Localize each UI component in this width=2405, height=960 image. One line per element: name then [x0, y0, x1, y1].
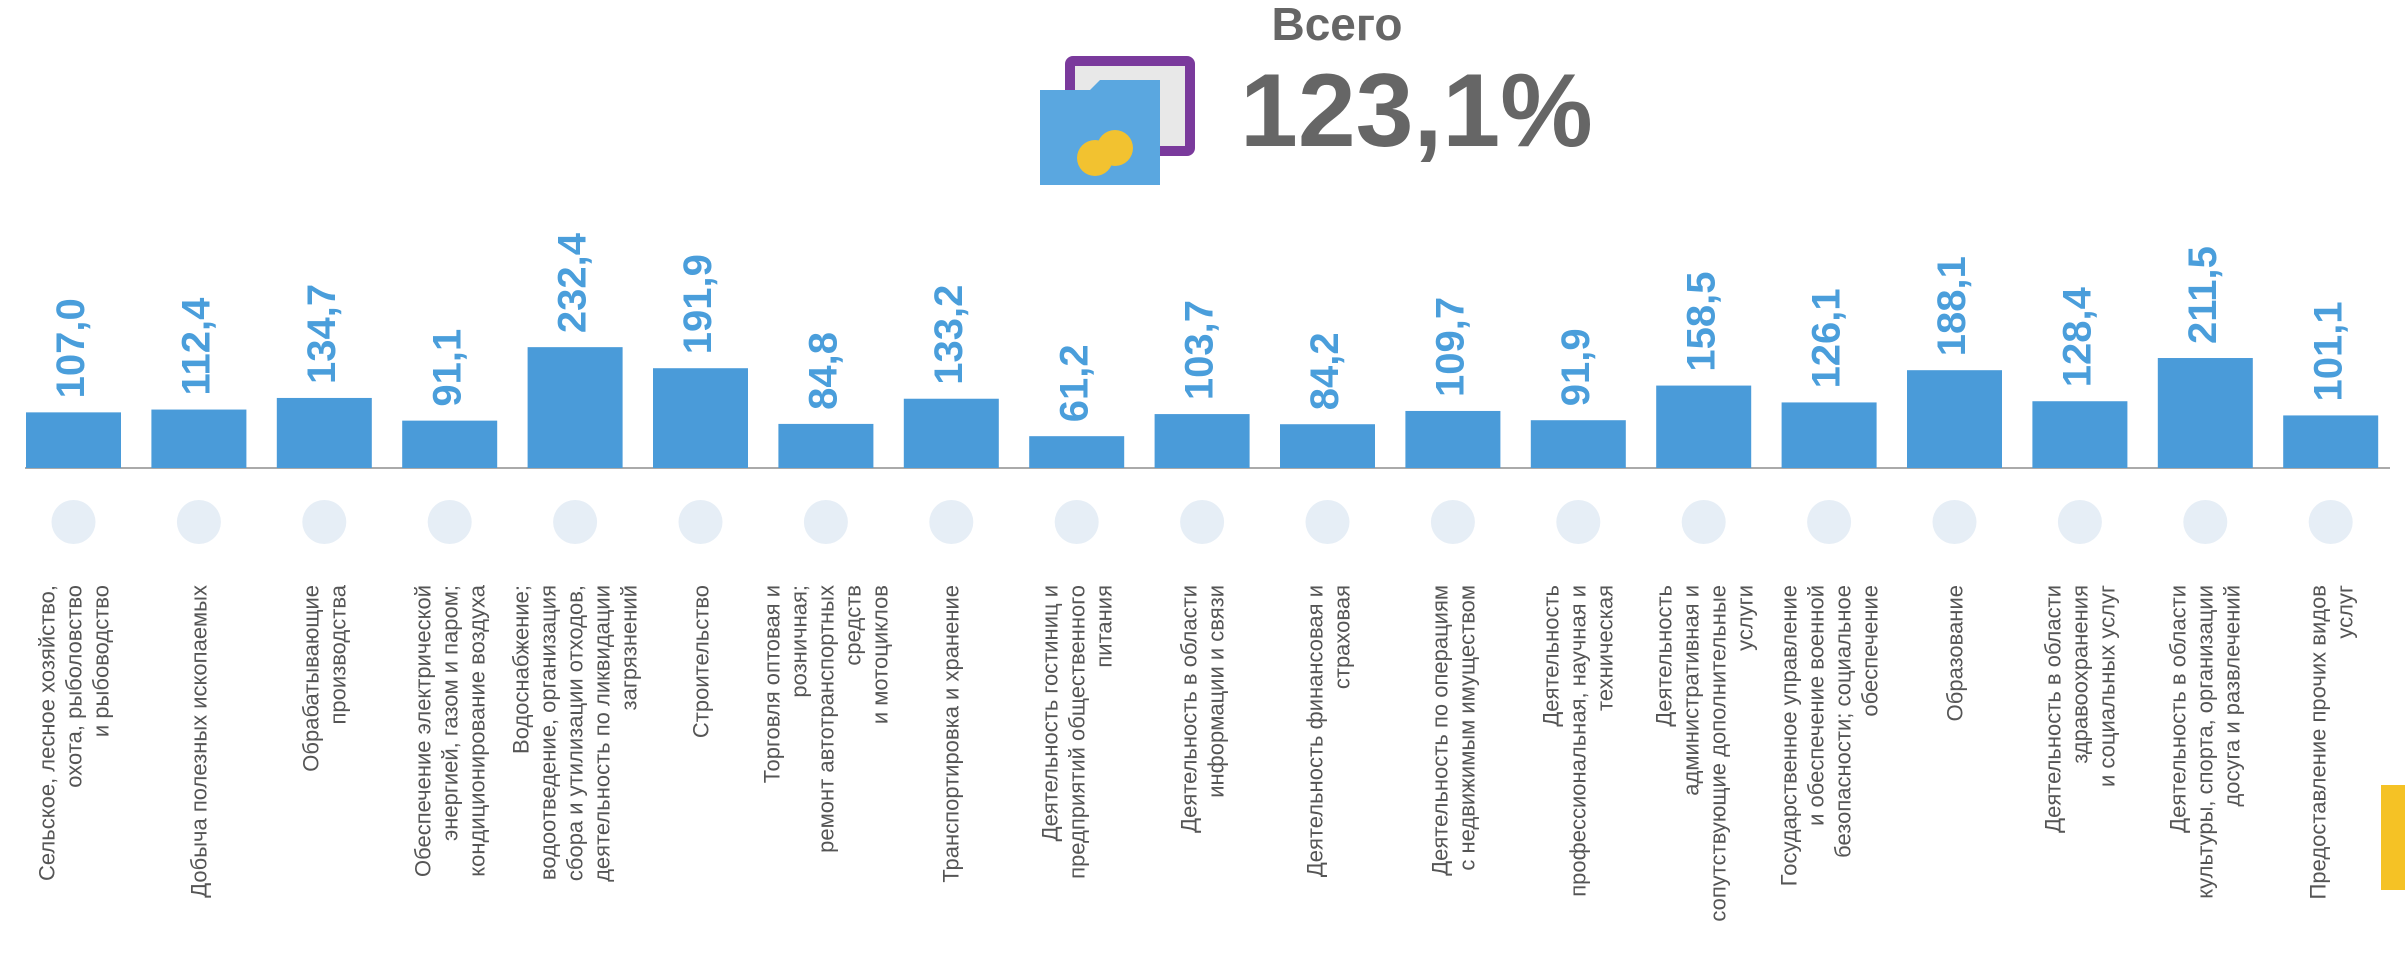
icon: [1556, 500, 1601, 544]
icon: [1681, 500, 1726, 544]
value-label: 232,4: [551, 232, 595, 333]
icon: [302, 500, 347, 544]
bar: [2157, 358, 2253, 468]
category-label: Строительство: [688, 585, 713, 739]
value-label: 126,1: [1805, 288, 1849, 388]
value-label: 133,2: [927, 285, 971, 385]
bar: [1530, 420, 1626, 468]
icon: [51, 500, 96, 544]
bar: [1280, 424, 1375, 468]
category-label: Деятельность в области здравоохранения и…: [2040, 585, 2120, 833]
bar: [1656, 385, 1752, 468]
bar: [1154, 414, 1250, 468]
bar: [402, 420, 498, 468]
category-label: Сельское, лесное хозяйство, охота, рыбол…: [34, 585, 113, 881]
bar: [903, 398, 999, 468]
bar: [778, 423, 874, 468]
value-label: 61,2: [1052, 344, 1096, 422]
value-label: 112,4: [174, 297, 218, 396]
value-label: 91,9: [1554, 328, 1598, 406]
category-label: Деятельность гостиниц и предприятий обще…: [1037, 585, 1117, 879]
value-label: 101,1: [2306, 301, 2350, 401]
value-label: 91,1: [425, 329, 469, 407]
category-label: Предоставление прочих видов услуг: [2304, 585, 2357, 900]
icon: [427, 500, 472, 544]
icon: [1054, 500, 1099, 544]
icon: [553, 500, 598, 544]
icon: [1180, 500, 1225, 544]
total: 123,1%: [1240, 53, 1593, 169]
icon: [2183, 500, 2228, 544]
bar: [2032, 401, 2128, 468]
icon: [1932, 500, 1977, 544]
bar: [2283, 415, 2379, 468]
value-label: 158,5: [1679, 271, 1723, 371]
value-label: 211,5: [2181, 246, 2225, 344]
value-label: 103,7: [1178, 300, 1222, 400]
bar: [1405, 410, 1501, 468]
icon: [803, 500, 848, 544]
value-label: 191,9: [676, 254, 720, 354]
bar: [151, 409, 247, 468]
folder-icon: [1040, 56, 1195, 185]
icon: [2057, 500, 2102, 544]
value-label: 109,7: [1428, 297, 1472, 397]
category-label: Государственное управление и обеспечение…: [1776, 585, 1883, 887]
bar: [276, 397, 372, 468]
bar: [1907, 370, 2002, 468]
bar: [26, 412, 121, 468]
value-label: 128,4: [2055, 286, 2099, 387]
category-label: Деятельность в области культуры, спорта,…: [2165, 585, 2245, 899]
value-label: 134,7: [300, 284, 344, 384]
icon: [929, 500, 974, 544]
value-label: 107,0: [49, 298, 93, 398]
bar: [527, 347, 623, 468]
category-label: Обеспечение электрической энергией, газо…: [410, 585, 490, 877]
icon: [176, 500, 221, 544]
bar: [1029, 436, 1125, 468]
icon: [678, 500, 723, 544]
category-label: Деятельность административная и сопутств…: [1650, 585, 1757, 922]
category-label: Деятельность в области информации и связ…: [1176, 585, 1229, 833]
category-label: Деятельность по операциям с недвижимым и…: [1426, 585, 1479, 876]
icon: [1305, 500, 1350, 544]
category-label: Транспортировка и хранение: [938, 585, 964, 883]
value-label: 84,2: [1303, 332, 1347, 410]
value-label: 84,8: [801, 332, 845, 410]
icon: [1807, 500, 1852, 544]
decoration: [2381, 785, 2405, 890]
category-label: Образование: [1942, 585, 1967, 722]
icon: [2308, 500, 2353, 544]
icon: [1430, 500, 1475, 544]
value-label: 188,1: [1930, 256, 1974, 356]
bar: [1781, 402, 1877, 468]
category-label: Торговля оптовая и розничная; ремонт авт…: [759, 585, 893, 853]
title: Всего: [1271, 0, 1402, 50]
bar: [653, 368, 748, 468]
category-label: Деятельность профессиональная, научная и…: [1538, 585, 1618, 897]
category-label: Водоснабжение; водоотведение, организаци…: [508, 585, 642, 882]
category-label: Добыча полезных ископаемых: [186, 585, 212, 898]
category-label: Деятельность финансовая и страховая: [1301, 585, 1354, 878]
category-label: Обрабатывающие производства: [298, 585, 351, 772]
